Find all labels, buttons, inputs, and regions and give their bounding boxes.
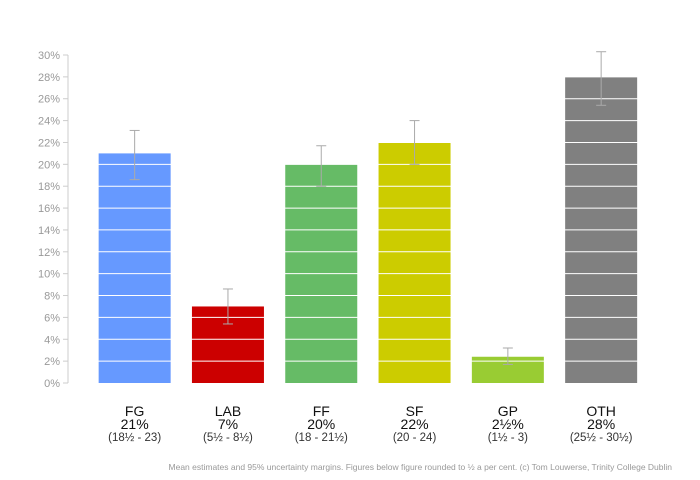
y-tick-label: 2% xyxy=(44,356,60,368)
range-label-sf: (20 - 24) xyxy=(393,432,437,444)
party-label-ff: FF xyxy=(313,403,330,419)
y-tick-label: 20% xyxy=(38,159,60,171)
range-label-gp: (1½ - 3) xyxy=(488,432,528,444)
y-tick-label: 28% xyxy=(38,72,60,84)
value-label-lab: 7% xyxy=(218,416,238,432)
y-tick-label: 8% xyxy=(44,291,60,303)
party-label-fg: FG xyxy=(125,403,144,419)
error-bars xyxy=(129,51,607,365)
y-tick-label: 16% xyxy=(38,203,60,215)
y-tick-label: 24% xyxy=(38,116,60,128)
y-tick-label: 6% xyxy=(44,312,60,324)
range-label-ff: (18 - 21½) xyxy=(295,432,348,444)
bar-sf xyxy=(378,142,451,383)
y-tick-label: 0% xyxy=(44,378,60,390)
chart-footnote: Mean estimates and 95% uncertainty margi… xyxy=(169,462,673,472)
y-tick-label: 18% xyxy=(38,181,60,193)
gridlines xyxy=(80,54,648,362)
y-tick-label: 12% xyxy=(38,247,60,259)
party-label-lab: LAB xyxy=(215,403,241,419)
range-label-oth: (25½ - 30½) xyxy=(570,432,633,444)
value-label-oth: 28% xyxy=(587,416,615,432)
y-tick-label: 22% xyxy=(38,137,60,149)
value-label-ff: 20% xyxy=(307,416,335,432)
range-label-fg: (18½ - 23) xyxy=(108,432,161,444)
y-tick-label: 14% xyxy=(38,225,60,237)
value-label-fg: 21% xyxy=(121,416,149,432)
party-label-gp: GP xyxy=(498,403,518,419)
party-label-oth: OTH xyxy=(586,403,616,419)
y-tick-label: 4% xyxy=(44,334,60,346)
range-label-lab: (5½ - 8½) xyxy=(203,432,253,444)
y-tick-label: 10% xyxy=(38,269,60,281)
bar-fg xyxy=(98,153,171,383)
y-tick-label: 30% xyxy=(38,50,60,62)
value-label-gp: 2½% xyxy=(492,416,524,432)
party-label-sf: SF xyxy=(406,403,424,419)
y-axis: 0% 2% 4% 6% 8% 10% 12% 14% 16% 18% 20% 22% 24% 26% 28%… xyxy=(38,50,69,390)
y-tick-label: 26% xyxy=(38,94,60,106)
value-label-sf: 22% xyxy=(401,416,429,432)
